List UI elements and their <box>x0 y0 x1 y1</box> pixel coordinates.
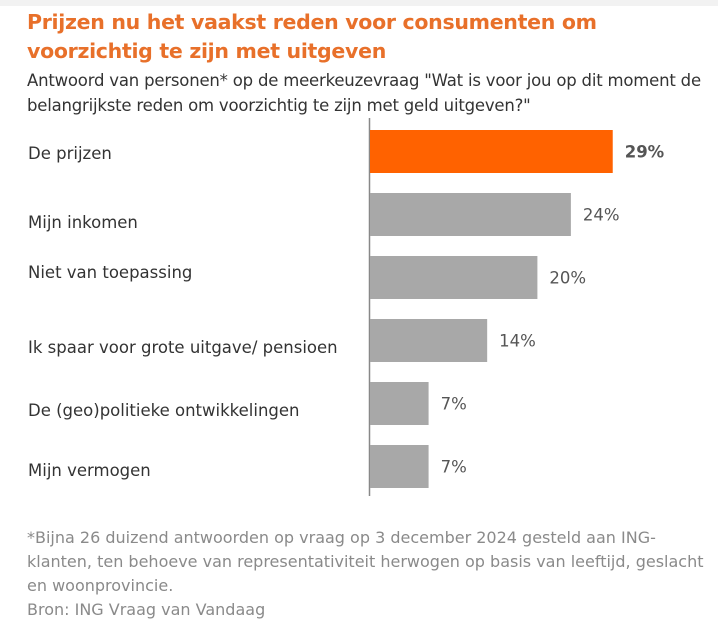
data-label: 29% <box>625 143 665 162</box>
bar <box>370 256 538 299</box>
bar <box>370 193 571 236</box>
category-label: Ik spaar voor grote uitgave/ pensioen <box>28 338 338 357</box>
chart-subtitle: Antwoord van personen* op de meerkeuzevr… <box>27 71 701 115</box>
data-label: 7% <box>441 458 467 477</box>
bar <box>370 445 429 488</box>
category-label: Mijn vermogen <box>28 461 151 480</box>
top-border <box>0 0 718 6</box>
category-label: Niet van toepassing <box>28 263 192 282</box>
source-note: Bron: ING Vraag van Vandaag <box>27 600 266 619</box>
category-label: Mijn inkomen <box>28 213 138 232</box>
bar <box>370 319 488 362</box>
data-label: 24% <box>583 206 620 225</box>
category-label: De (geo)politieke ontwikkelingen <box>28 401 300 420</box>
chart-footer: *Bijna 26 duizend antwoorden op vraag op… <box>27 526 707 622</box>
footnote: *Bijna 26 duizend antwoorden op vraag op… <box>27 528 704 595</box>
data-label: 14% <box>499 332 536 351</box>
data-label: 7% <box>441 395 467 414</box>
bar <box>370 382 429 425</box>
chart-title: Prijzen nu het vaakst reden voor consume… <box>27 10 597 63</box>
bar <box>370 130 613 173</box>
category-label: De prijzen <box>28 144 112 163</box>
data-label: 20% <box>549 269 586 288</box>
